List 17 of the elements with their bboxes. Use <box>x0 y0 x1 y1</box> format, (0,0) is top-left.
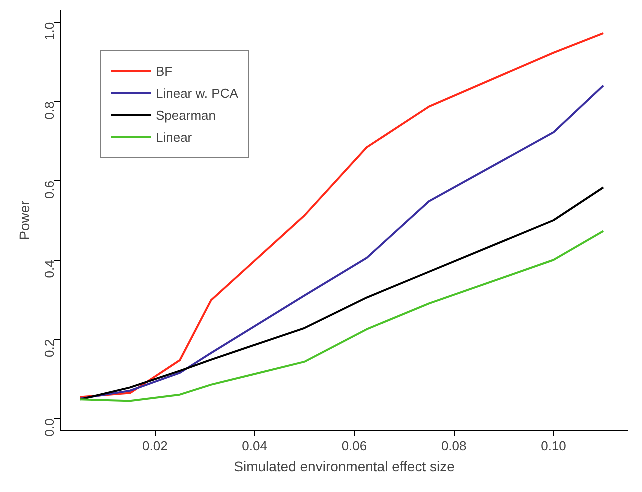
legend-label: Spearman <box>156 108 216 122</box>
x-tick-label: 0.10 <box>541 438 566 454</box>
y-tick-label: 0.4 <box>42 260 57 278</box>
y-tick-label: 0.2 <box>42 339 57 358</box>
y-tick-label: 1.0 <box>42 22 57 40</box>
x-tick-label: 0.02 <box>142 438 168 454</box>
legend-label: BF <box>156 64 174 78</box>
y-axis-title: Power <box>16 200 32 240</box>
x-tick-label: 0.06 <box>342 438 368 454</box>
y-tick-label: 0.6 <box>42 180 57 199</box>
legend-label: Linear <box>156 130 192 144</box>
y-tick-label: 0.0 <box>42 418 57 437</box>
legend-label: Linear w. PCA <box>156 86 238 100</box>
x-tick-label: 0.08 <box>441 438 467 454</box>
y-tick-label: 0.8 <box>42 102 57 120</box>
x-axis-title: Simulated environmental effect size <box>234 458 456 474</box>
x-tick-label: 0.04 <box>242 438 268 454</box>
